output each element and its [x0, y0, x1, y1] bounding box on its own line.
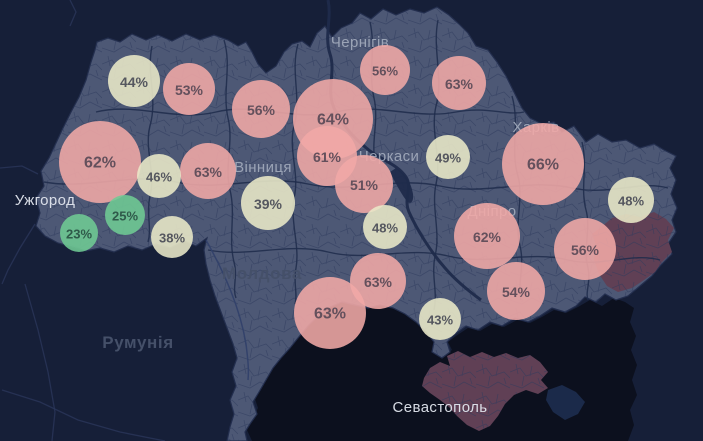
map-bubble[interactable]: 51%	[335, 155, 393, 213]
map-bubble[interactable]: 48%	[363, 205, 407, 249]
bubble-circle[interactable]	[419, 298, 461, 340]
city-label: Ужгород	[15, 192, 75, 209]
bubble-circle[interactable]	[335, 155, 393, 213]
map-bubble[interactable]: 56%	[360, 45, 410, 95]
bubble-circle[interactable]	[554, 218, 616, 280]
map-bubble[interactable]: 49%	[426, 135, 470, 179]
map-bubble[interactable]: 56%	[232, 80, 290, 138]
bubble-circle[interactable]	[60, 214, 98, 252]
bubble-value: 39%	[254, 196, 283, 212]
map-bubble[interactable]: 53%	[163, 63, 215, 115]
foreign-borders	[0, 0, 166, 441]
map-bubble[interactable]: 44%	[108, 55, 160, 107]
bubble-circle[interactable]	[108, 55, 160, 107]
map-bubble[interactable]: 56%	[554, 218, 616, 280]
bubble-value: 66%	[527, 157, 559, 174]
bubble-circle[interactable]	[163, 63, 215, 115]
kremenchuk-reservoir	[390, 168, 414, 203]
map-bubble[interactable]: 66%	[502, 123, 584, 205]
bubble-value: 43%	[427, 313, 453, 328]
country-label: Румунія	[102, 333, 174, 352]
bubble-circle[interactable]	[232, 80, 290, 138]
bubble-circle[interactable]	[487, 262, 545, 320]
bubble-value: 46%	[146, 170, 172, 185]
map-bubble[interactable]: 63%	[294, 277, 366, 349]
bubble-circle[interactable]	[241, 176, 295, 230]
bubble-value: 61%	[313, 149, 342, 165]
bubbles-layer: 53% 56% 63% 56% 64% 62% 63% 61% 51% 66% 62% 56% 63% 6…	[59, 45, 654, 349]
country-labels: Молдова Румунія	[102, 264, 302, 352]
bubble-value: 63%	[364, 274, 393, 290]
bubble-circle[interactable]	[363, 205, 407, 249]
bubble-value: 48%	[618, 194, 644, 209]
moldova-border	[205, 239, 250, 381]
bubble-value: 56%	[571, 242, 600, 258]
map-bubble[interactable]: 62%	[454, 203, 520, 269]
bubble-circle[interactable]	[454, 203, 520, 269]
map-bubble[interactable]: 46%	[137, 154, 181, 198]
city-label: Севастополь	[393, 399, 488, 416]
bubble-value: 56%	[247, 102, 276, 118]
city-label: Чернігів	[331, 34, 389, 51]
bubble-circle[interactable]	[360, 45, 410, 95]
bubble-value: 48%	[372, 221, 398, 236]
bubble-circle[interactable]	[137, 154, 181, 198]
district-texture	[36, 7, 677, 441]
bubble-value: 62%	[84, 155, 116, 172]
foreign-land	[546, 385, 585, 420]
city-label: Вінниця	[234, 159, 292, 176]
map-bubble[interactable]: 39%	[241, 176, 295, 230]
bubble-value: 63%	[194, 164, 223, 180]
bubble-value: 54%	[502, 284, 531, 300]
bubble-circle[interactable]	[502, 123, 584, 205]
bubble-circle[interactable]	[432, 56, 486, 110]
bubble-value: 44%	[120, 74, 149, 90]
bubble-value: 38%	[159, 231, 185, 246]
bubble-value: 56%	[372, 64, 398, 79]
bubble-circle[interactable]	[180, 143, 236, 199]
bubble-value: 25%	[112, 209, 138, 224]
map-bubble[interactable]: 25%	[105, 195, 145, 235]
country-label: Молдова	[222, 264, 302, 283]
bubble-circle[interactable]	[294, 277, 366, 349]
bubble-value: 51%	[350, 177, 379, 193]
map-bubble[interactable]: 63%	[350, 253, 406, 309]
bubble-value: 63%	[314, 306, 346, 323]
bubble-circle[interactable]	[151, 216, 193, 258]
bubble-circle[interactable]	[105, 195, 145, 235]
map-bubble[interactable]: 48%	[608, 177, 654, 223]
bubble-value: 64%	[317, 112, 349, 129]
map-bubble[interactable]: 54%	[487, 262, 545, 320]
map-bubble[interactable]: 43%	[419, 298, 461, 340]
map-bubble[interactable]: 63%	[180, 143, 236, 199]
bubble-circle[interactable]	[59, 121, 141, 203]
bubble-circle[interactable]	[608, 177, 654, 223]
bubble-value: 63%	[445, 76, 474, 92]
bubble-circle[interactable]	[426, 135, 470, 179]
bubble-value: 23%	[66, 227, 92, 242]
map-bubble[interactable]: 38%	[151, 216, 193, 258]
dnipro-river	[326, 0, 482, 302]
bubble-value: 53%	[175, 82, 204, 98]
bubble-circle[interactable]	[350, 253, 406, 309]
bubble-value: 49%	[435, 151, 461, 166]
bubble-value: 62%	[473, 229, 502, 245]
map-bubble[interactable]: 63%	[432, 56, 486, 110]
map-bubble[interactable]: 62%	[59, 121, 141, 203]
map-bubble[interactable]: 23%	[60, 214, 98, 252]
